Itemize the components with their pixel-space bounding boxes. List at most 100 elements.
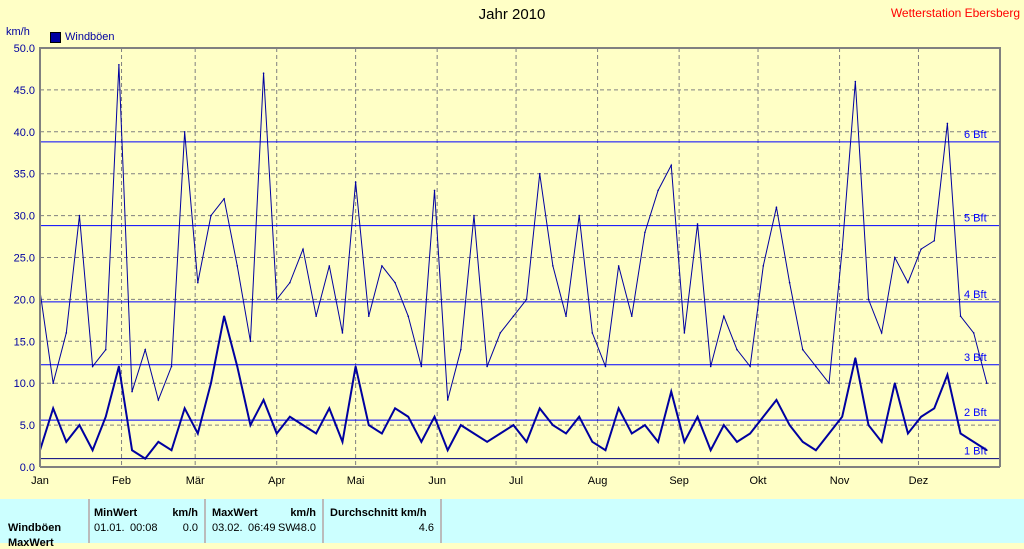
data-point [683,332,686,334]
data-point [210,214,212,217]
data-point [538,172,541,175]
data-point [644,424,646,426]
data-point [775,206,778,209]
data-point [52,382,54,385]
y-tick-label: 5.0 [20,420,35,432]
data-point [118,365,120,368]
max-time: 06:49 [248,522,276,534]
data-point [815,365,817,368]
data-point [210,382,212,385]
data-point [617,407,620,410]
data-point [630,315,633,317]
max-value: 48.0 [294,522,316,534]
data-point [144,457,147,460]
data-point [867,424,870,426]
data-point [749,365,751,368]
x-tick-label: Aug [588,475,608,487]
data-point [801,348,804,351]
data-point [78,424,81,426]
data-point [473,432,475,435]
series-line-gusts [39,64,988,402]
data-point [578,214,580,217]
x-tick-label: Jan [31,475,49,487]
data-point [183,407,186,410]
data-point [289,281,291,284]
data-point [525,441,528,443]
data-point [486,365,488,368]
data-point [591,332,594,334]
data-point [512,315,515,317]
data-point [144,348,147,351]
data-point [749,432,751,435]
data-point [709,449,712,452]
chart-title: Jahr 2010 [478,6,546,23]
data-point [236,365,239,368]
data-point [236,265,239,267]
data-point [302,424,304,426]
data-point [723,315,725,317]
row2-label: MaxWert [8,537,54,549]
data-point [118,63,120,66]
data-point [696,223,699,225]
data-point [920,415,922,418]
data-point [723,424,725,426]
avg-value: 4.6 [418,522,434,534]
data-point [591,441,594,443]
data-point [959,315,962,317]
data-point [223,198,225,200]
data-point [65,441,68,443]
min-header: MinWert [94,507,138,519]
min-date: 01.01. [94,522,125,534]
data-point [893,256,896,259]
data-point [367,315,370,317]
max-direction: SW [278,522,296,534]
data-point [460,424,462,426]
beaufort-label: 2 Bft [964,407,987,419]
data-point [104,348,107,351]
data-point [433,415,436,418]
data-point [854,80,857,83]
data-point [157,441,160,443]
data-point [565,315,567,317]
y-axis-unit: km/h [6,26,30,38]
data-point [78,214,81,217]
data-point [801,441,804,443]
data-point [788,281,791,284]
data-point [433,189,436,192]
data-point [407,415,410,418]
data-point [552,424,554,426]
series-line-average [39,315,988,460]
data-point [499,332,502,334]
data-point [499,432,502,435]
min-column: MinWert km/h 01.01. 00:08 0.0 [88,499,206,543]
legend-swatch [50,31,61,43]
data-point [328,407,331,410]
y-tick-label: 35.0 [14,169,35,181]
avg-header: Durchschnitt km/h [330,507,427,519]
chart-plot: 0.0 5.0 10.0 15.0 20.0 25.0 30.0 35.0 40.0 45.0 50… [14,43,1001,487]
x-tick-label: Mär [186,475,205,487]
beaufort-label: 6 Bft [964,129,987,141]
row-label: Windböen [8,522,62,534]
data-point [446,399,449,401]
beaufort-label: 4 Bft [964,289,987,301]
avg-column: Durchschnitt km/h 4.6 [324,499,442,543]
data-point [552,265,554,267]
data-point [788,424,791,426]
max-date: 03.02. [212,522,243,534]
y-tick-label: 25.0 [14,253,35,265]
data-point [249,340,252,343]
data-point [131,390,133,393]
data-point [354,181,357,183]
max-unit: km/h [290,507,316,519]
data-point [315,432,317,435]
data-point [696,415,699,418]
data-point [670,390,673,393]
data-point [315,315,317,317]
data-point [525,298,528,301]
data-point [65,332,68,334]
data-point [381,265,383,267]
label-column: Windböen MaxWert [0,499,90,549]
data-point [986,449,988,452]
data-point [52,407,54,410]
